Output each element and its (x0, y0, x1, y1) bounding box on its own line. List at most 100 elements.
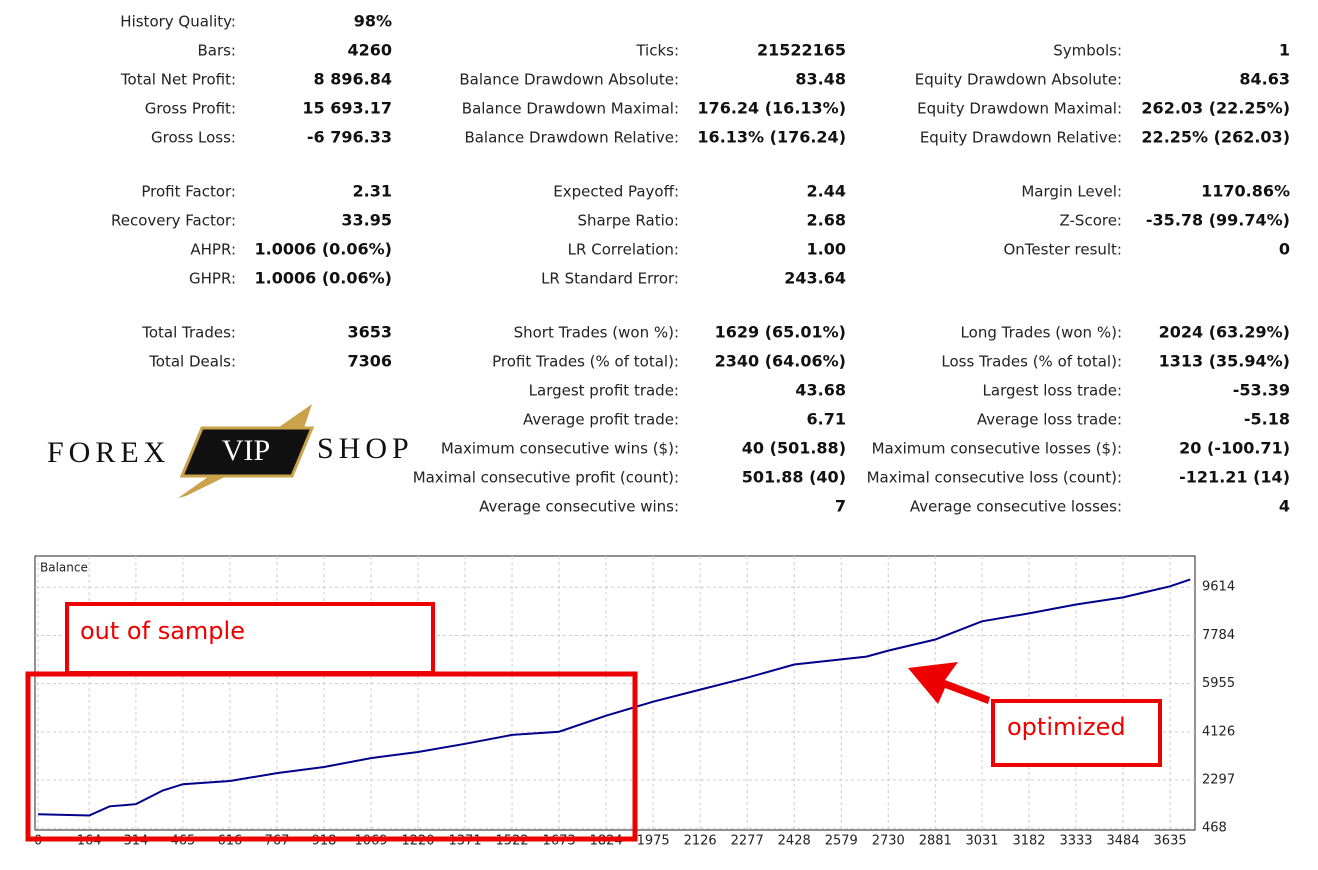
stat-value: 1.0006 (0.06%) (255, 269, 392, 288)
logo: FOREX VIP SHOP (47, 404, 414, 498)
x-tick-label: 3635 (1154, 834, 1187, 849)
stat-label: Total Deals: (148, 353, 236, 371)
stat-label: Largest profit trade: (529, 382, 679, 400)
stat-value: 1.00 (807, 240, 846, 259)
y-tick-label: 4126 (1202, 724, 1235, 739)
stat-value: 2.31 (353, 182, 392, 201)
stat-label: Profit Trades (% of total): (492, 353, 679, 371)
stat-label: Long Trades (won %): (961, 324, 1122, 342)
stat-label: Ticks: (635, 42, 679, 60)
annotation-arrow (908, 662, 990, 704)
stat-label: Recovery Factor: (111, 212, 236, 230)
annotation: out of sample (80, 617, 245, 645)
chart-title: Balance (40, 561, 88, 575)
stat-label: Balance Drawdown Maximal: (462, 100, 679, 118)
stat-label: LR Correlation: (568, 241, 679, 259)
stat-label: Short Trades (won %): (514, 324, 679, 342)
stat-label: Average consecutive losses: (910, 498, 1122, 516)
stat-label: Largest loss trade: (983, 382, 1122, 400)
stat-label: Loss Trades (% of total): (941, 353, 1122, 371)
stat-label: Average profit trade: (523, 411, 679, 429)
stat-value: 21522165 (757, 41, 846, 60)
stat-value: 262.03 (22.25%) (1141, 99, 1290, 118)
stat-value: 1.0006 (0.06%) (255, 240, 392, 259)
stat-value: 8 896.84 (314, 70, 392, 89)
stat-label: GHPR: (189, 270, 236, 288)
stat-label: Margin Level: (1021, 183, 1122, 201)
stat-label: Maximal consecutive profit (count): (413, 469, 679, 487)
x-tick-label: 1975 (637, 834, 670, 849)
stat-value: 176.24 (16.13%) (697, 99, 846, 118)
stat-label: Balance Drawdown Absolute: (459, 71, 679, 89)
stat-label: Average loss trade: (977, 411, 1122, 429)
x-tick-label: 2428 (778, 834, 811, 849)
stat-label: Maximal consecutive loss (count): (867, 469, 1122, 487)
stat-value: 1629 (65.01%) (715, 323, 846, 342)
stat-value: 83.48 (795, 70, 846, 89)
stat-label: Total Net Profit: (120, 71, 236, 89)
stat-value: 2.68 (807, 211, 846, 230)
stat-label: Profit Factor: (141, 183, 236, 201)
stat-label: History Quality: (120, 13, 236, 31)
annotation-box (65, 602, 435, 675)
stat-value: 2.44 (807, 182, 846, 201)
stat-label: Total Trades: (141, 324, 236, 342)
logo-right: SHOP (317, 432, 414, 465)
annotation: optimized (1007, 713, 1126, 741)
stat-label: Symbols: (1053, 42, 1122, 60)
stat-value: 1 (1279, 41, 1290, 60)
stat-value: 84.63 (1239, 70, 1290, 89)
stat-label: Bars: (197, 42, 236, 60)
stat-value: -35.78 (99.74%) (1146, 211, 1290, 230)
x-tick-label: 2881 (919, 834, 952, 849)
stat-value: 20 (-100.71) (1179, 439, 1290, 458)
x-tick-label: 2126 (684, 834, 717, 849)
logo-badge (179, 426, 315, 478)
stat-value: -53.39 (1233, 381, 1290, 400)
stat-label: Maximum consecutive losses ($): (872, 440, 1122, 458)
stat-value: 22.25% (262.03) (1141, 128, 1290, 147)
stat-value: 40 (501.88) (742, 439, 846, 458)
stat-value: 1170.86% (1201, 182, 1290, 201)
stat-label: Gross Loss: (151, 129, 236, 147)
stat-value: 4260 (347, 41, 392, 60)
stat-value: 501.88 (40) (742, 468, 846, 487)
stat-label: Gross Profit: (145, 100, 236, 118)
y-tick-label: 2297 (1202, 773, 1235, 788)
x-tick-label: 2579 (825, 834, 858, 849)
stat-value: 2340 (64.06%) (715, 352, 846, 371)
plot-frame (34, 555, 1196, 831)
stat-value: 6.71 (807, 410, 846, 429)
stat-value: 4 (1279, 497, 1290, 516)
stat-label: Z-Score: (1060, 212, 1123, 230)
y-tick-label: 5955 (1202, 676, 1235, 691)
stat-value: 98% (354, 12, 392, 31)
stat-value: 15 693.17 (302, 99, 392, 118)
annotation-box (991, 699, 1162, 767)
stat-label: AHPR: (190, 241, 236, 259)
stat-value: -6 796.33 (307, 128, 392, 147)
x-tick-label: 2730 (872, 834, 905, 849)
stat-value: 33.95 (341, 211, 392, 230)
stat-label: Balance Drawdown Relative: (464, 129, 679, 147)
x-tick-label: 2277 (731, 834, 764, 849)
stat-value: -5.18 (1244, 410, 1290, 429)
y-tick-label: 468 (1202, 821, 1227, 836)
stat-value: 16.13% (176.24) (697, 128, 846, 147)
stat-label: OnTester result: (1003, 241, 1122, 259)
stat-value: 2024 (63.29%) (1159, 323, 1290, 342)
stat-value: 7 (835, 497, 846, 516)
stat-value: 7306 (347, 352, 392, 371)
stat-value: 43.68 (795, 381, 846, 400)
x-tick-label: 3031 (965, 834, 998, 849)
x-tick-label: 3333 (1059, 834, 1092, 849)
stat-value: -121.21 (14) (1179, 468, 1290, 487)
stat-value: 3653 (347, 323, 392, 342)
stat-label: Equity Drawdown Maximal: (917, 100, 1122, 118)
stat-value: 0 (1279, 240, 1290, 259)
y-tick-label: 7784 (1202, 628, 1235, 643)
y-tick-label: 9614 (1202, 580, 1235, 595)
stat-label: Equity Drawdown Relative: (920, 129, 1122, 147)
